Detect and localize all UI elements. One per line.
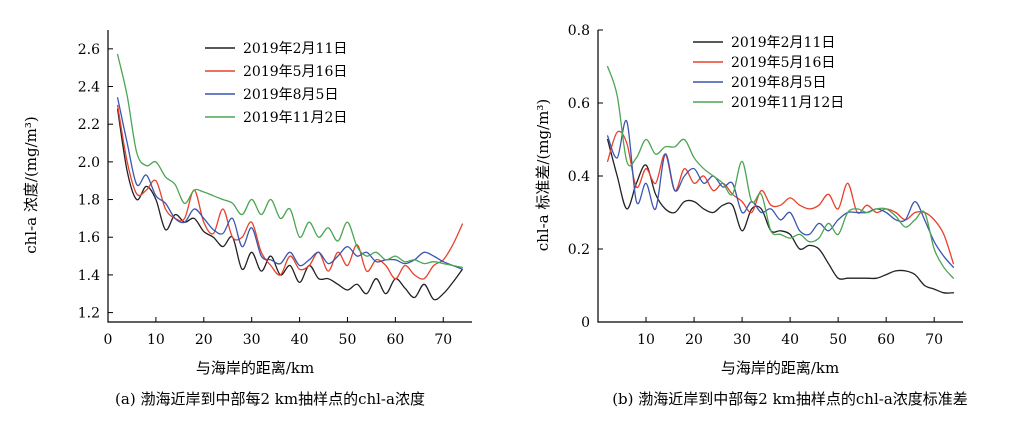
chart-a-x-tick-label: 20 (195, 332, 213, 348)
chart-a-x-axis-label: 与海岸的距离/km (196, 359, 314, 377)
chart-a-y-tick-label: 2.6 (78, 42, 100, 58)
chart-a-y-tick-label: 1.4 (78, 268, 100, 284)
chart-b-legend-label-3: 2019年8月5日 (731, 75, 826, 91)
chart-b-series-line-2 (606, 130, 955, 265)
chart-a-series-line-3 (116, 97, 464, 270)
chart-a-y-axis-label: chl-a 浓度/(mg/m³) (22, 116, 40, 254)
chart-a-y-tick-label: 1.6 (78, 230, 100, 246)
chart-a-y-tick-label: 2.0 (78, 155, 100, 171)
chart-b-y-tick-label: 0.8 (568, 23, 590, 39)
chart-a-y-tick-label: 2.4 (78, 80, 100, 96)
chart-a-x-tick-label: 70 (434, 332, 452, 348)
chart-a-y-tick-label: 2.2 (78, 117, 100, 133)
chart-b-y-tick-label: 0.4 (568, 169, 590, 185)
chart-b-legend-label-1: 2019年2月11日 (731, 35, 835, 51)
chart-a-series-layer (116, 53, 464, 301)
chart-a-x-tick-label: 30 (243, 332, 261, 348)
chart-b-y-tick-label: 0.2 (568, 242, 590, 258)
chart-b-x-tick-label: 40 (781, 332, 799, 348)
chart-a-legend-label-2: 2019年5月16日 (243, 64, 347, 80)
chart-a-x-tick-label: 0 (104, 332, 113, 348)
chart-a-legend-label-3: 2019年8月5日 (243, 87, 338, 103)
chart-a-y-tick-label: 1.8 (78, 193, 100, 209)
chart-b-x-tick-label: 50 (829, 332, 847, 348)
chart-a: 0 10 20 30 40 50 60 701.21.41.61.82.02.22.42.6 … (22, 30, 472, 408)
chart-b-series-layer (606, 65, 955, 294)
chart-b-legend-label-2: 2019年5月16日 (731, 55, 835, 71)
chart-b-ticks-layer: 10 20 30 40 50 60 70 0 0.2 0.4 0.6 0.8 (568, 23, 943, 348)
chart-a-x-tick-label: 40 (291, 332, 309, 348)
chart-b-x-tick-label: 10 (637, 332, 655, 348)
chart-b-x-tick-label: 20 (685, 332, 703, 348)
chart-b-series-line-1 (606, 138, 955, 294)
chart-b-x-tick-label: 60 (877, 332, 895, 348)
chart-a-x-tick-label: 60 (386, 332, 404, 348)
chart-b-x-tick-label: 30 (733, 332, 751, 348)
chart-b-series-line-3 (606, 120, 955, 268)
chart-a-series-line-1 (116, 108, 464, 301)
chart-a-x-tick-label: 50 (339, 332, 357, 348)
chart-a-caption: (a) 渤海近岸到中部每2 km抽样点的chl-a浓度 (115, 390, 425, 408)
chart-a-series-line-2 (116, 104, 464, 280)
chart-a-series-line-4 (116, 53, 464, 269)
chart-b-plot-area (597, 30, 963, 323)
chart-a-ticks-layer: 0 10 20 30 40 50 60 70 1.2 1.4 1.6 1.8 2.0 2.2 2.4 2.6 (78, 42, 452, 348)
chart-b-legend: 2019年2月11日 2019年5月16日 2019年8月5日 2019年11月12日 (693, 35, 844, 111)
chart-b-x-axis-label: 与海岸的距离/km (721, 359, 839, 377)
chart-b-caption: (b) 渤海近岸到中部每2 km抽样点的chl-a浓度标准差 (612, 390, 968, 408)
chart-a-legend: 2019年2月11日 2019年5月16日 2019年8月5日 2019年11月2日 (205, 41, 347, 126)
chart-b-x-tick-label: 70 (925, 332, 943, 348)
chart-a-y-tick-label: 1.2 (78, 306, 100, 322)
chart-b-y-tick-label: 0 (581, 315, 590, 331)
chart-a-legend-label-4: 2019年11月2日 (243, 110, 347, 126)
chart-b-legend-label-4: 2019年11月12日 (731, 95, 844, 111)
chart-b-y-tick-label: 0.6 (568, 96, 590, 112)
chart-a-x-tick-label: 10 (147, 332, 165, 348)
chart-b-axes (597, 30, 963, 323)
chart-b-y-axis-label: chl-a 标准差/(mg/m³) (534, 99, 552, 252)
chart-a-legend-label-1: 2019年2月11日 (243, 41, 347, 57)
chart-b-series-line-4 (606, 65, 955, 279)
